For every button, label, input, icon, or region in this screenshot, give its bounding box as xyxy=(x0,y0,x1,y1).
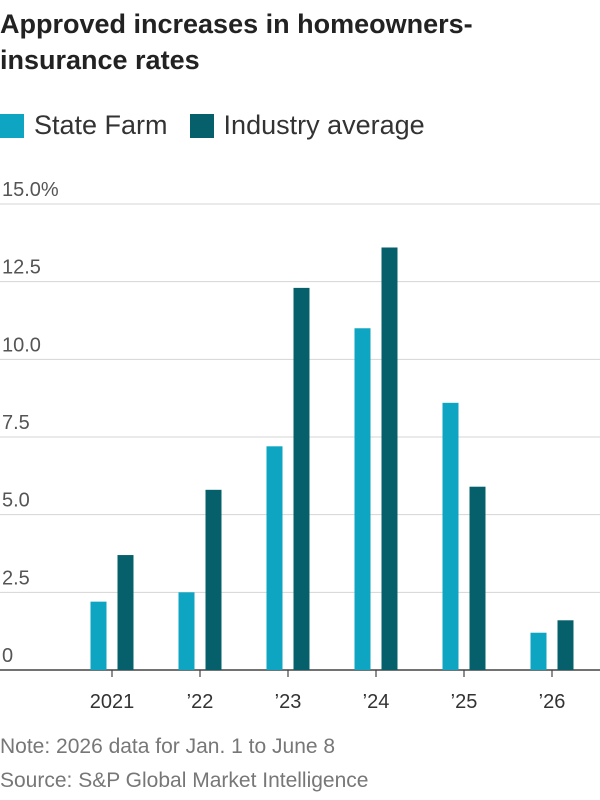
y-tick-label: 5.0 xyxy=(2,490,30,512)
bar-state-farm xyxy=(354,328,371,670)
x-tick-label: ’23 xyxy=(275,691,302,713)
bar-industry-average xyxy=(469,486,486,670)
legend-label-industry-average: Industry average xyxy=(223,110,425,140)
x-tick-label: ’26 xyxy=(539,691,566,713)
y-tick-label: 12.5 xyxy=(2,257,41,279)
bar-chart: 15.0% 12.5 10.0 7.5 5.0 2.5 0 2021 ’22 ’23 ’24 ’25 ’… xyxy=(0,179,600,713)
bar-industry-average xyxy=(293,287,310,670)
y-tick-label: 0 xyxy=(2,645,13,667)
bar-state-farm xyxy=(90,601,107,670)
bar-state-farm xyxy=(266,446,283,670)
bar-industry-average xyxy=(381,247,398,670)
bar-state-farm xyxy=(530,632,547,670)
legend-item-state-farm: State Farm xyxy=(0,110,168,141)
bar-industry-average xyxy=(117,555,134,670)
legend-label-state-farm: State Farm xyxy=(34,110,168,140)
y-tick-label: 10.0 xyxy=(2,334,41,356)
bar-industry-average xyxy=(557,620,574,670)
x-tick-label: ’25 xyxy=(451,691,478,713)
legend-swatch-state-farm xyxy=(0,113,24,138)
legend-item-industry-average: Industry average xyxy=(189,110,425,141)
chart-source: Source: S&P Global Market Intelligence xyxy=(0,769,369,792)
bar-industry-average xyxy=(205,489,222,670)
y-tick-label: 7.5 xyxy=(2,412,30,434)
bar-state-farm xyxy=(178,592,195,670)
x-tick-label: 2021 xyxy=(90,691,135,713)
legend-swatch-industry-average xyxy=(189,113,214,138)
legend: State Farm Industry average xyxy=(0,110,447,141)
bar-state-farm xyxy=(442,402,459,670)
x-tick-label: ’22 xyxy=(187,691,214,713)
y-tick-label: 2.5 xyxy=(2,567,30,589)
y-tick-label: 15.0% xyxy=(2,179,59,201)
x-tick-label: ’24 xyxy=(363,691,390,713)
chart-title: Approved increases in homeowners-insuran… xyxy=(0,9,473,75)
chart-note: Note: 2026 data for Jan. 1 to June 8 xyxy=(0,735,336,758)
